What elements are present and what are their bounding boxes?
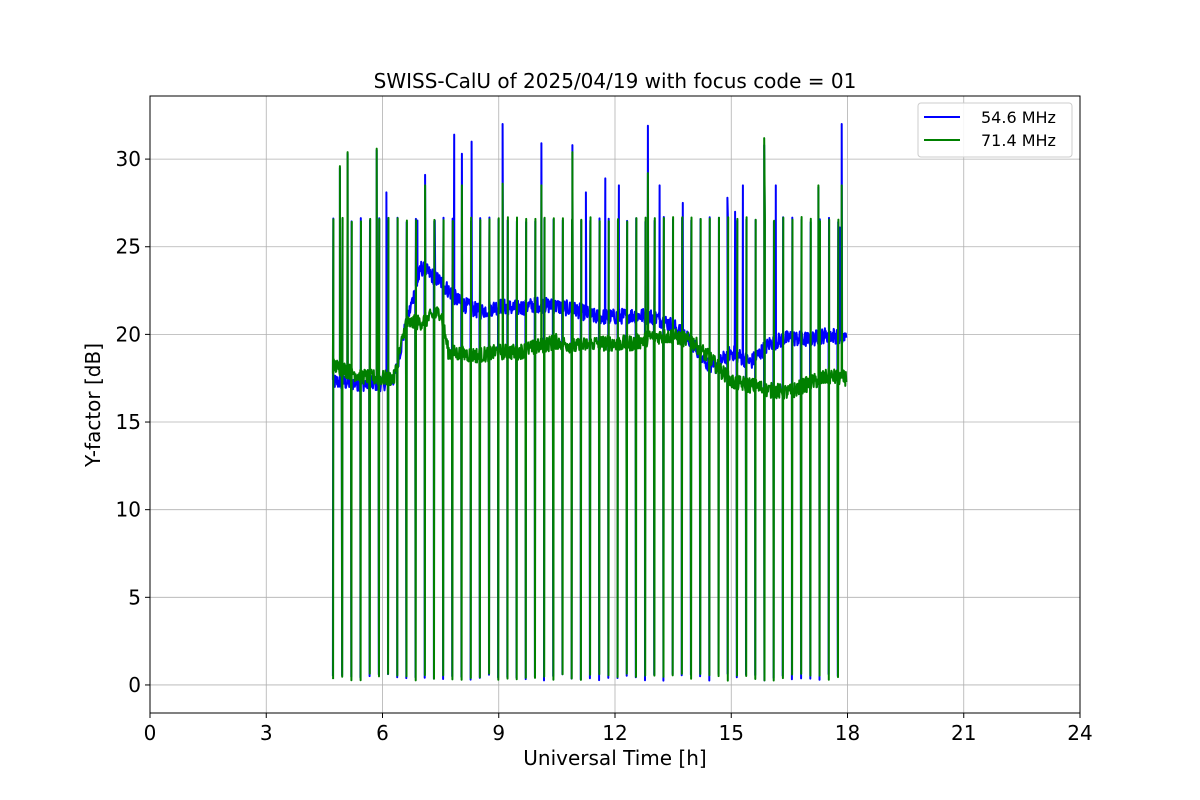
- y-tick-label: 5: [128, 585, 141, 609]
- x-tick-label: 24: [1067, 721, 1092, 745]
- x-tick-label: 12: [602, 721, 627, 745]
- plot-series: [331, 123, 848, 682]
- series-line-71-4-mhz: [331, 137, 848, 682]
- x-tick-label: 9: [492, 721, 505, 745]
- legend: 54.6 MHz 71.4 MHz: [917, 102, 1073, 158]
- x-axis-label: Universal Time [h]: [523, 746, 706, 770]
- legend-label-54-6-mhz: 54.6 MHz: [981, 108, 1056, 127]
- x-tick-label: 18: [835, 721, 860, 745]
- legend-label-71-4-mhz: 71.4 MHz: [981, 131, 1056, 150]
- x-tick-label: 6: [376, 721, 389, 745]
- chart-title: SWISS-CalU of 2025/04/19 with focus code…: [374, 69, 857, 93]
- x-tick-label: 3: [260, 721, 273, 745]
- x-tick-label: 21: [951, 721, 976, 745]
- y-tick-label: 15: [116, 410, 141, 434]
- y-tick-label: 25: [116, 235, 141, 259]
- y-axis-ticks: 0 5 10 15 20 25 30: [116, 147, 150, 697]
- x-axis-ticks: 0 3 6 9 12 15 18 21 24: [144, 713, 1093, 745]
- y-tick-label: 20: [116, 322, 141, 346]
- y-axis-label: Y-factor [dB]: [81, 343, 105, 468]
- y-tick-label: 0: [128, 673, 141, 697]
- x-tick-label: 0: [144, 721, 157, 745]
- y-tick-label: 10: [116, 498, 141, 522]
- y-tick-label: 30: [116, 147, 141, 171]
- x-tick-label: 15: [719, 721, 744, 745]
